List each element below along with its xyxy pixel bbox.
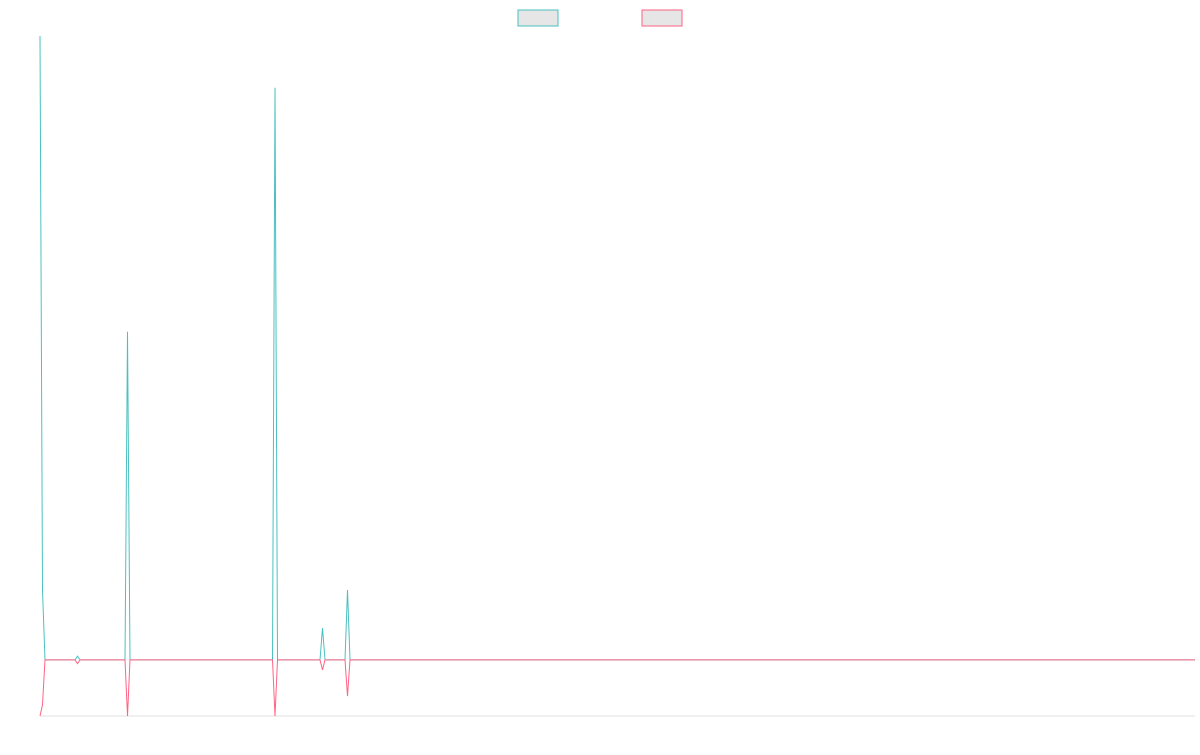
legend-swatch [517,9,559,27]
series-line [39,659,1195,717]
legend-swatch [641,9,683,27]
series-line [39,35,1195,661]
